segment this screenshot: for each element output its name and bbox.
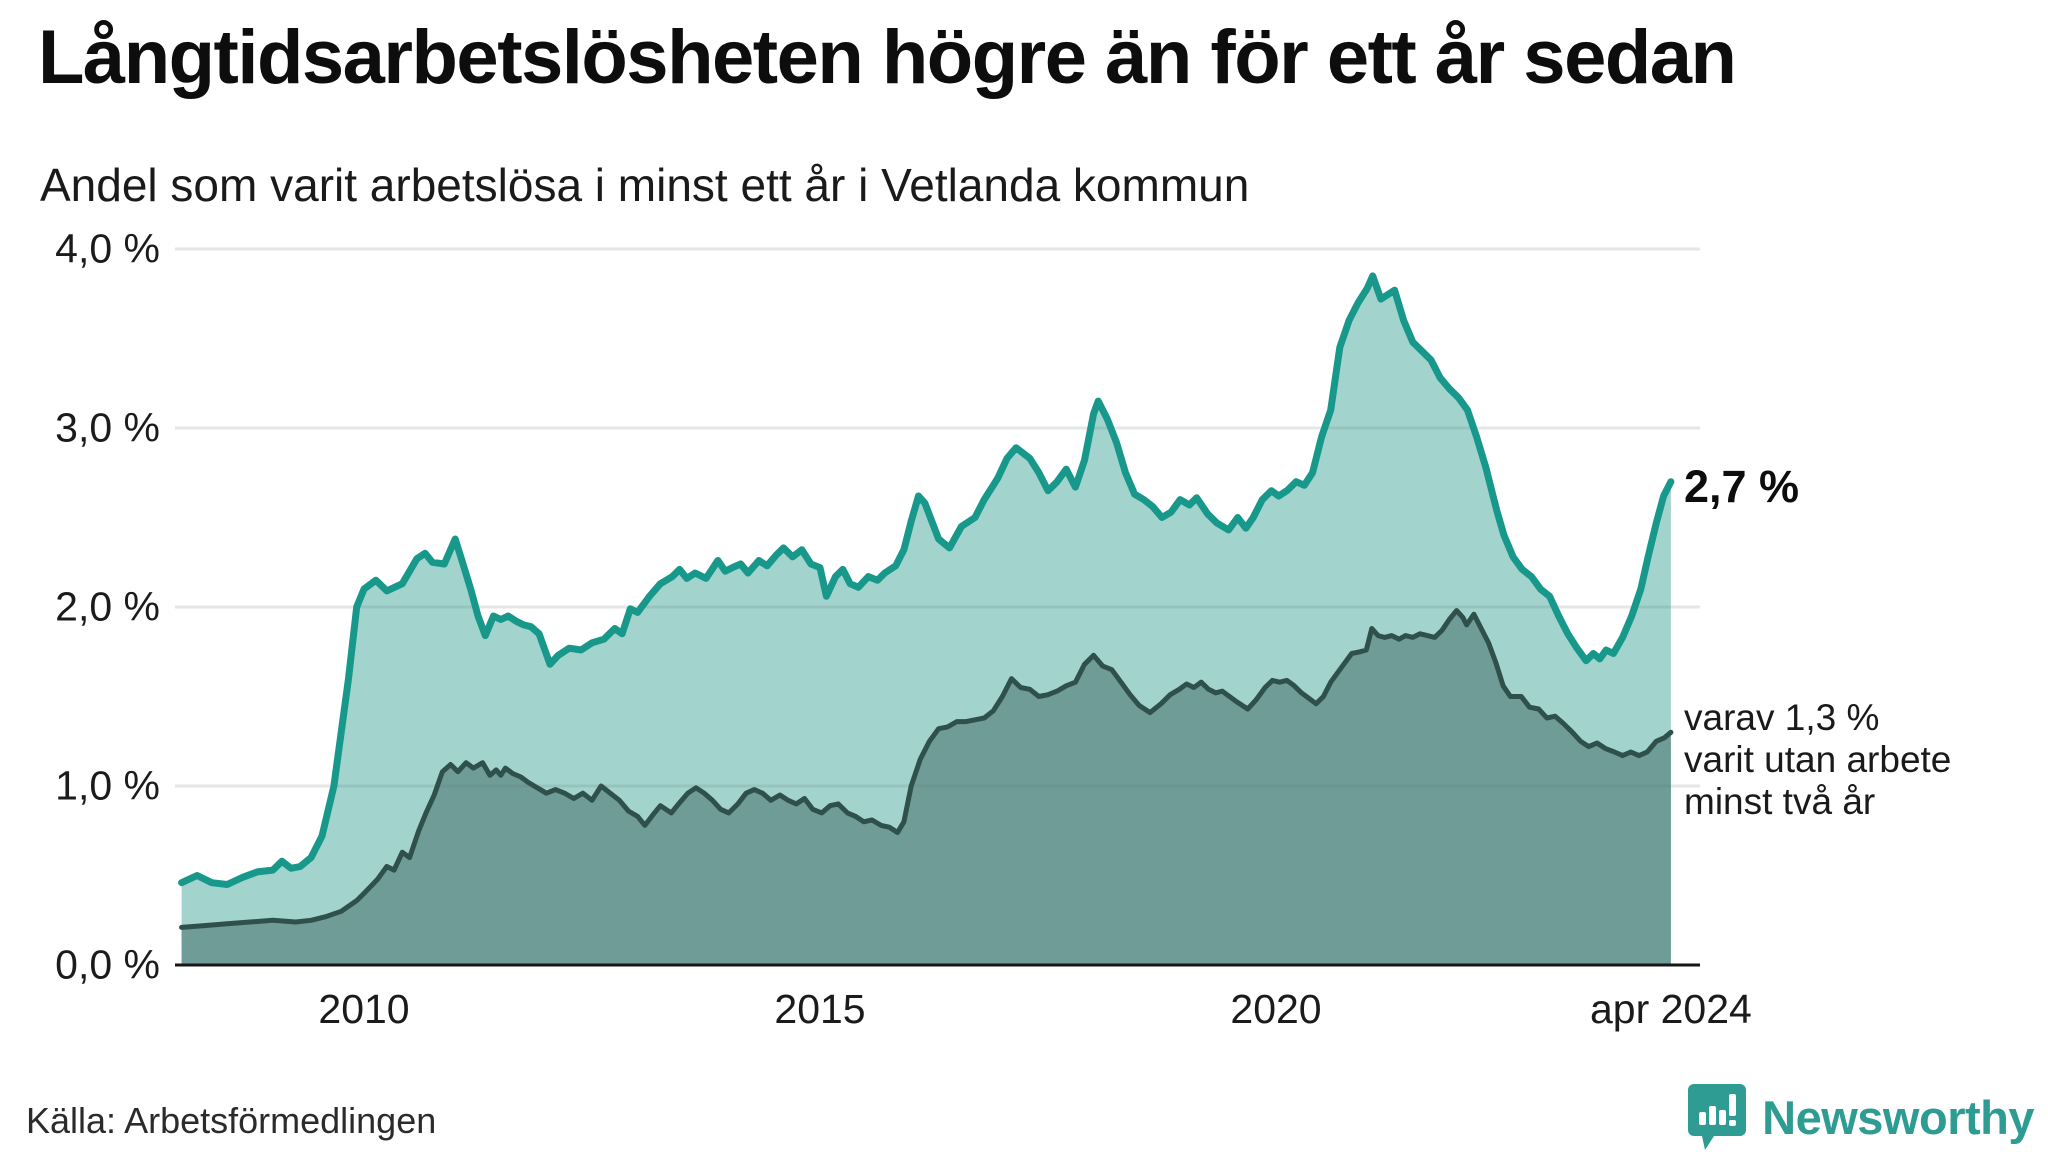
two-year-line <box>179 608 1674 930</box>
newsworthy-logo-icon <box>1688 1084 1747 1150</box>
y-tick-label: 4,0 % <box>55 225 160 272</box>
secondary-annotation-line3: minst två år <box>1684 781 1876 822</box>
y-tick-label: 1,0 % <box>55 762 160 809</box>
secondary-annotation-line2: varit utan arbete <box>1684 739 1952 780</box>
chart-subtitle: Andel som varit arbetslösa i minst ett å… <box>40 159 1250 211</box>
latest-value-label: 2,7 % <box>1684 461 1800 512</box>
secondary-value-annotation: varav 1,3 % varit utan arbete minst två … <box>1684 697 1951 823</box>
secondary-annotation-line1: varav 1,3 % <box>1684 697 1880 738</box>
total-line <box>178 272 1675 888</box>
newsworthy-wordmark: Newsworthy <box>1762 1090 2034 1144</box>
x-tick-label: 2020 <box>1230 986 1322 1032</box>
x-tick-label: 2015 <box>774 986 866 1032</box>
two-year-area-fill <box>181 610 1671 965</box>
source-note: Källa: Arbetsförmedlingen <box>26 1100 437 1141</box>
page-title: Långtidsarbetslösheten högre än för ett … <box>38 15 1737 100</box>
y-tick-label: 0,0 % <box>55 941 160 988</box>
x-tick-label: 2010 <box>318 986 410 1032</box>
y-tick-label: 2,0 % <box>55 583 160 630</box>
y-tick-label: 3,0 % <box>55 404 160 451</box>
newsworthy-logo: Newsworthy <box>1688 1082 2034 1152</box>
x-tick-label: apr 2024 <box>1589 986 1752 1032</box>
